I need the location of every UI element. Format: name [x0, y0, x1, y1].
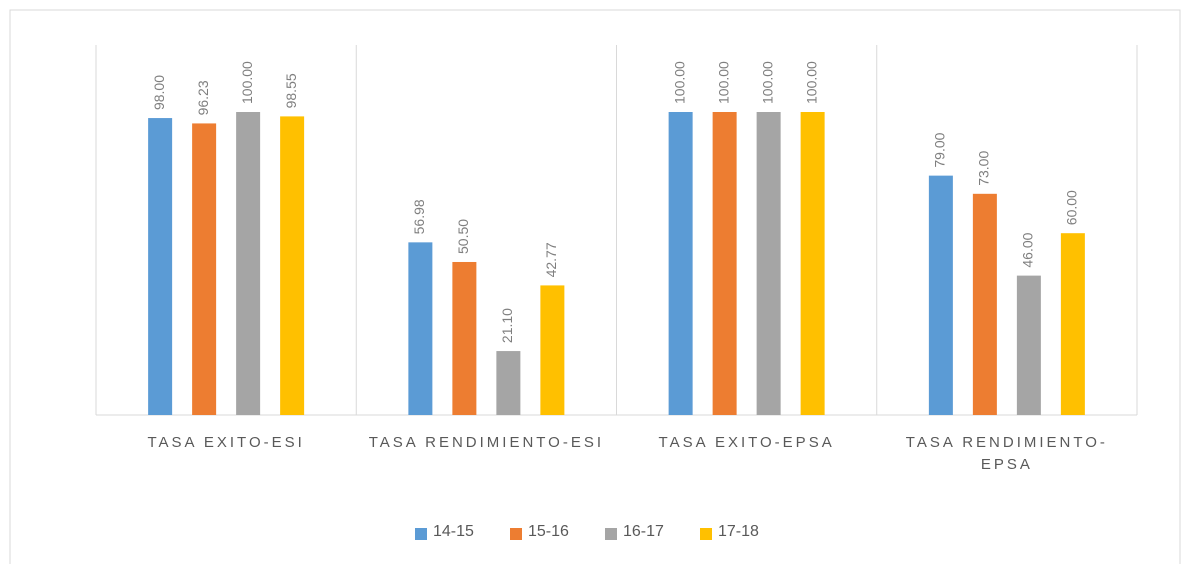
legend-swatch — [700, 528, 712, 540]
data-label: 100.00 — [671, 61, 687, 104]
data-label: 56.98 — [411, 199, 427, 234]
data-label: 100.00 — [239, 61, 255, 104]
legend-label: 15-16 — [528, 523, 569, 540]
data-label: 100.00 — [803, 61, 819, 104]
bar — [540, 285, 565, 415]
bar — [192, 123, 217, 416]
bar — [1060, 233, 1085, 415]
data-label: 79.00 — [932, 132, 948, 167]
bar — [408, 242, 433, 415]
bar — [280, 116, 305, 416]
legend-swatch — [415, 528, 427, 540]
legend-label: 17-18 — [718, 523, 759, 540]
bar — [712, 112, 737, 415]
frame — [9, 9, 1181, 564]
legend-swatch — [605, 528, 617, 540]
data-label: 42.77 — [543, 242, 559, 277]
bar — [800, 112, 825, 415]
data-label: 100.00 — [759, 61, 775, 104]
x-tick-label: TASA EXITO-EPSA — [658, 434, 835, 451]
x-tick-label: TASA RENDIMIENTO-ESI — [368, 434, 605, 451]
bar — [148, 118, 173, 415]
data-label: 60.00 — [1064, 190, 1080, 225]
bar — [1016, 275, 1041, 415]
data-label: 98.00 — [151, 75, 167, 110]
bar — [496, 351, 521, 415]
bar — [452, 261, 477, 415]
bar — [236, 112, 261, 415]
legend-label: 16-17 — [623, 523, 664, 540]
data-label: 50.50 — [455, 219, 471, 254]
data-label: 96.23 — [195, 80, 211, 115]
bar — [668, 112, 693, 415]
data-label: 21.10 — [499, 308, 515, 343]
data-label: 73.00 — [976, 151, 992, 186]
data-label: 98.55 — [283, 73, 299, 108]
x-tick-label: TASA RENDIMIENTO-EPSA — [905, 434, 1108, 473]
legend-swatch — [510, 528, 522, 540]
data-label: 100.00 — [715, 61, 731, 104]
bar — [756, 112, 781, 415]
data-label: 46.00 — [1020, 232, 1036, 267]
legend-label: 14-15 — [433, 523, 474, 540]
bar — [972, 193, 997, 415]
bar — [928, 175, 953, 415]
x-tick-label: TASA EXITO-ESI — [147, 434, 305, 451]
